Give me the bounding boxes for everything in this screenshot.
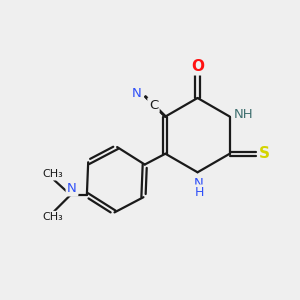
Text: CH₃: CH₃ xyxy=(42,169,63,179)
Text: O: O xyxy=(191,59,204,74)
Text: NH: NH xyxy=(234,108,254,121)
Text: N: N xyxy=(132,86,142,100)
Text: N: N xyxy=(67,182,77,195)
Text: N: N xyxy=(194,177,204,190)
Text: H: H xyxy=(194,186,204,199)
Text: S: S xyxy=(259,146,270,161)
Text: C: C xyxy=(149,99,158,112)
Text: CH₃: CH₃ xyxy=(42,212,63,222)
